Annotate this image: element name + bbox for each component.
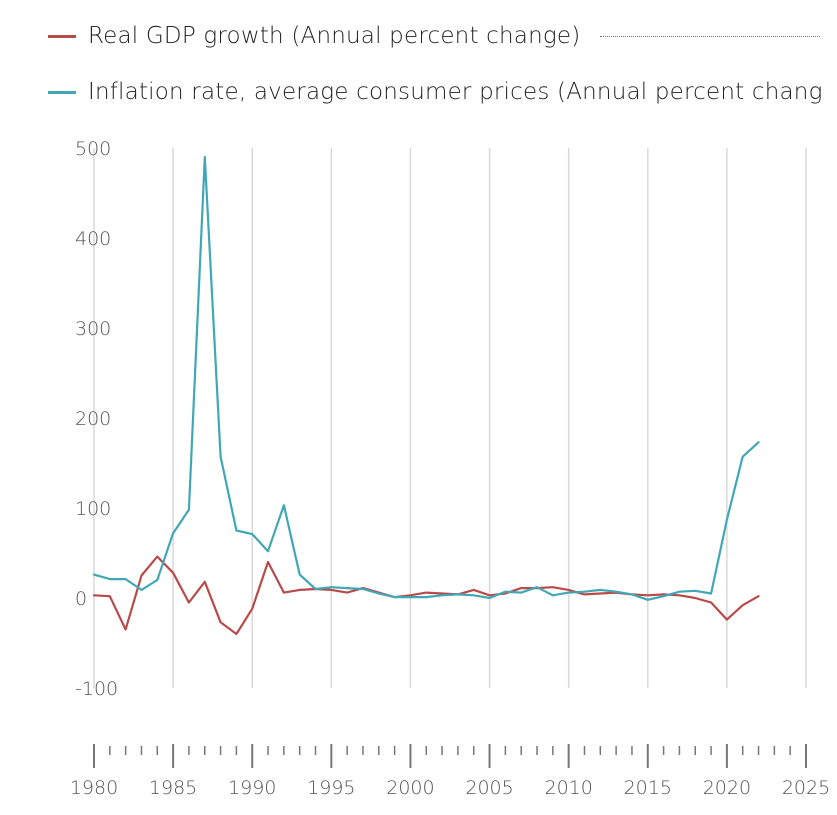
x-tick-label: 2025 — [782, 777, 830, 799]
legend-label-gdp: Real GDP growth (Annual percent change) — [88, 23, 581, 49]
x-tick-label: 2010 — [544, 777, 592, 799]
legend-entry-inflation[interactable]: Inflation rate, average consumer prices … — [48, 72, 823, 112]
y-tick-label: 300 — [75, 318, 111, 340]
chart-legend: Real GDP growth (Annual percent change) … — [0, 0, 837, 130]
y-tick-label: -100 — [75, 678, 118, 700]
legend-leader-dots — [600, 35, 821, 37]
y-tick-label: 400 — [75, 228, 111, 250]
y-tick-label: 0 — [75, 588, 87, 610]
x-tick-label: 1990 — [228, 777, 276, 799]
series-line-gdp-growth[interactable] — [92, 555, 760, 636]
x-tick-label: 1995 — [307, 777, 355, 799]
legend-swatch-inflation — [48, 90, 76, 94]
legend-swatch-gdp — [48, 34, 76, 38]
y-tick-label: 200 — [75, 408, 111, 430]
y-axis-tick-labels: 500 400 300 200 100 0 -100 — [75, 138, 118, 700]
x-tick-label: 1985 — [149, 777, 197, 799]
y-tick-label: 500 — [75, 138, 111, 160]
x-tick-label: 2015 — [624, 777, 672, 799]
x-tick-label: 2020 — [703, 777, 751, 799]
x-tick-label: 2005 — [465, 777, 513, 799]
series-line-inflation-rate[interactable] — [92, 155, 760, 601]
x-tick-label: 2000 — [386, 777, 434, 799]
y-tick-label: 100 — [75, 498, 111, 520]
legend-entry-gdp[interactable]: Real GDP growth (Annual percent change) — [48, 16, 821, 56]
x-axis: 1980 1985 1990 1995 2000 2005 2010 2015 2020 2025 — [70, 744, 830, 799]
legend-label-inflation: Inflation rate, average consumer prices … — [88, 79, 823, 105]
series-lines — [92, 155, 760, 636]
x-tick-label: 1980 — [70, 777, 118, 799]
